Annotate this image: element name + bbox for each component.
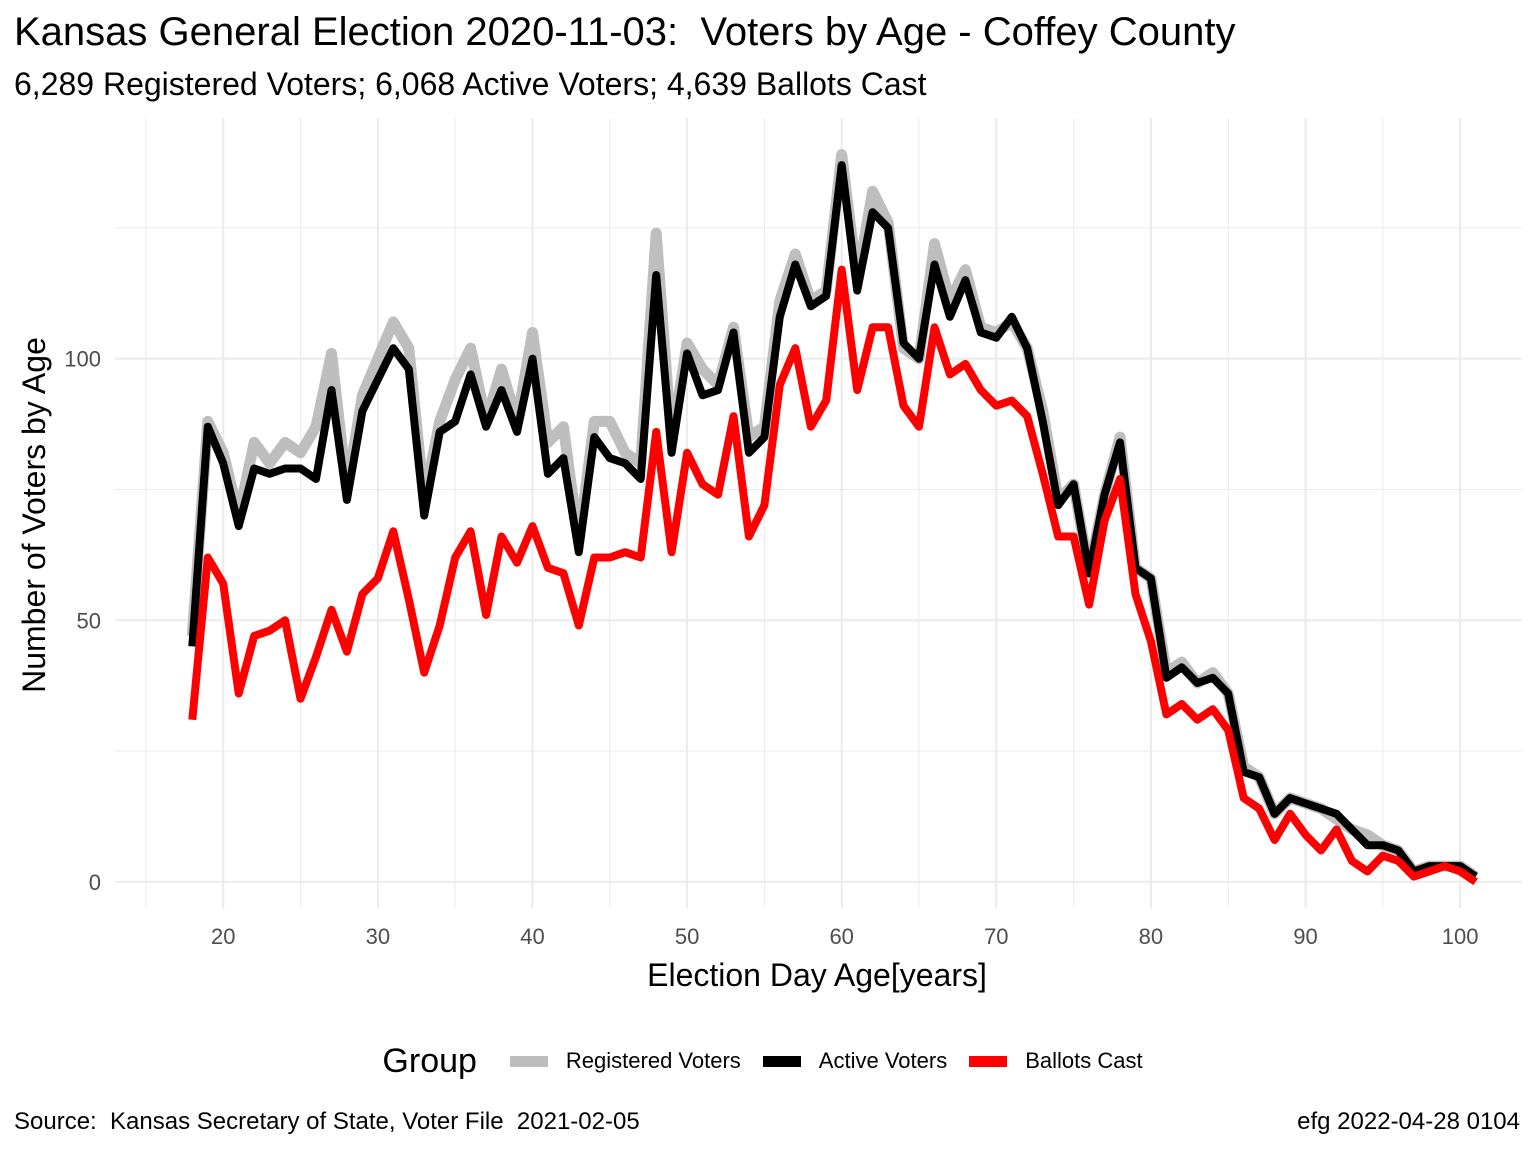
y-tick-label: 0 bbox=[89, 870, 101, 895]
source-caption: Source: Kansas Secretary of State, Voter… bbox=[14, 1108, 640, 1135]
x-tick-label: 40 bbox=[520, 924, 544, 949]
x-tick-label: 50 bbox=[675, 924, 699, 949]
y-tick-label: 50 bbox=[77, 608, 101, 633]
x-axis-title: Election Day Age[years] bbox=[647, 957, 987, 993]
legend-item-registered: Registered Voters bbox=[509, 1048, 741, 1074]
legend-label-active: Active Voters bbox=[818, 1048, 948, 1073]
chart-subtitle: 6,289 Registered Voters; 6,068 Active Vo… bbox=[14, 66, 927, 102]
y-tick-label: 100 bbox=[64, 347, 101, 372]
legend-item-active: Active Voters bbox=[762, 1048, 948, 1074]
x-tick-label: 100 bbox=[1442, 924, 1479, 949]
axis-tick-labels: 20 30 40 50 60 70 80 90 100 0 50 100 bbox=[64, 347, 1478, 949]
legend-item-ballots: Ballots Cast bbox=[969, 1048, 1143, 1074]
y-axis-title: Number of Voters by Age bbox=[16, 337, 52, 693]
series-line-ballots-cast bbox=[188, 265, 1478, 886]
x-tick-label: 70 bbox=[984, 924, 1008, 949]
x-tick-label: 20 bbox=[211, 924, 235, 949]
x-tick-label: 80 bbox=[1139, 924, 1163, 949]
legend: Group Registered Voters Active Voters Ba… bbox=[0, 1036, 1536, 1086]
legend-title: Group bbox=[382, 1041, 477, 1080]
legend-label-registered: Registered Voters bbox=[565, 1048, 741, 1073]
credit-caption: efg 2022-04-28 0104 bbox=[1297, 1108, 1520, 1135]
series-line-active-voters bbox=[188, 161, 1478, 880]
legend-label-ballots: Ballots Cast bbox=[1025, 1048, 1143, 1073]
chart-title: Kansas General Election 2020-11-03: Vote… bbox=[14, 10, 1236, 54]
legend-key-registered bbox=[509, 1055, 548, 1067]
legend-key-active bbox=[762, 1055, 801, 1067]
x-tick-label: 30 bbox=[366, 924, 390, 949]
legend-key-ballots bbox=[969, 1055, 1008, 1067]
series-lines bbox=[186, 149, 1479, 886]
gridlines bbox=[115, 118, 1522, 908]
x-tick-label: 90 bbox=[1293, 924, 1317, 949]
x-tick-label: 60 bbox=[829, 924, 853, 949]
